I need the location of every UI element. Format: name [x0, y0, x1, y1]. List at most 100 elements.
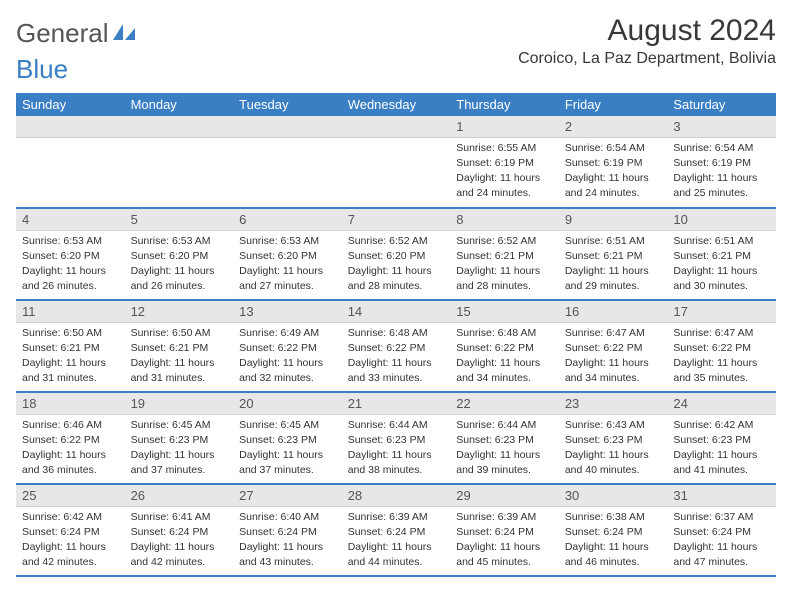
calendar-day-cell: 14Sunrise: 6:48 AMSunset: 6:22 PMDayligh…: [342, 300, 451, 392]
day-number: 15: [450, 301, 559, 323]
day-details: Sunrise: 6:38 AMSunset: 6:24 PMDaylight:…: [559, 507, 668, 572]
daylight-line: Daylight: 11 hours and 30 minutes.: [673, 264, 770, 292]
day-number: 30: [559, 485, 668, 507]
day-number: 11: [16, 301, 125, 323]
sunset-line: Sunset: 6:21 PM: [131, 341, 228, 355]
sunset-line: Sunset: 6:22 PM: [239, 341, 336, 355]
calendar-day-cell: 10Sunrise: 6:51 AMSunset: 6:21 PMDayligh…: [667, 208, 776, 300]
sunset-line: Sunset: 6:24 PM: [565, 525, 662, 539]
sunset-line: Sunset: 6:21 PM: [673, 249, 770, 263]
calendar-week-row: 1Sunrise: 6:55 AMSunset: 6:19 PMDaylight…: [16, 116, 776, 208]
day-details: Sunrise: 6:47 AMSunset: 6:22 PMDaylight:…: [559, 323, 668, 388]
daylight-line: Daylight: 11 hours and 47 minutes.: [673, 540, 770, 568]
daylight-line: Daylight: 11 hours and 26 minutes.: [22, 264, 119, 292]
calendar-day-cell: 4Sunrise: 6:53 AMSunset: 6:20 PMDaylight…: [16, 208, 125, 300]
sunset-line: Sunset: 6:23 PM: [239, 433, 336, 447]
calendar-week-row: 4Sunrise: 6:53 AMSunset: 6:20 PMDaylight…: [16, 208, 776, 300]
sunset-line: Sunset: 6:20 PM: [348, 249, 445, 263]
day-number: 20: [233, 393, 342, 415]
sunset-line: Sunset: 6:22 PM: [348, 341, 445, 355]
sunrise-line: Sunrise: 6:50 AM: [131, 326, 228, 340]
title-block: August 2024 Coroico, La Paz Department, …: [518, 14, 776, 68]
sunset-line: Sunset: 6:19 PM: [673, 156, 770, 170]
sunset-line: Sunset: 6:20 PM: [239, 249, 336, 263]
sunrise-line: Sunrise: 6:53 AM: [239, 234, 336, 248]
col-saturday: Saturday: [667, 93, 776, 116]
day-details: Sunrise: 6:48 AMSunset: 6:22 PMDaylight:…: [342, 323, 451, 388]
day-details: Sunrise: 6:49 AMSunset: 6:22 PMDaylight:…: [233, 323, 342, 388]
day-details: Sunrise: 6:45 AMSunset: 6:23 PMDaylight:…: [233, 415, 342, 480]
calendar-day-cell: 23Sunrise: 6:43 AMSunset: 6:23 PMDayligh…: [559, 392, 668, 484]
sunrise-line: Sunrise: 6:40 AM: [239, 510, 336, 524]
sunrise-line: Sunrise: 6:42 AM: [673, 418, 770, 432]
day-number: 16: [559, 301, 668, 323]
page-subtitle: Coroico, La Paz Department, Bolivia: [518, 50, 776, 68]
sunset-line: Sunset: 6:19 PM: [456, 156, 553, 170]
sunset-line: Sunset: 6:24 PM: [673, 525, 770, 539]
daylight-line: Daylight: 11 hours and 43 minutes.: [239, 540, 336, 568]
calendar-day-cell: 11Sunrise: 6:50 AMSunset: 6:21 PMDayligh…: [16, 300, 125, 392]
daylight-line: Daylight: 11 hours and 42 minutes.: [22, 540, 119, 568]
sunset-line: Sunset: 6:22 PM: [456, 341, 553, 355]
day-number: 21: [342, 393, 451, 415]
calendar-day-cell: 18Sunrise: 6:46 AMSunset: 6:22 PMDayligh…: [16, 392, 125, 484]
calendar-header-row: Sunday Monday Tuesday Wednesday Thursday…: [16, 93, 776, 116]
day-details: Sunrise: 6:40 AMSunset: 6:24 PMDaylight:…: [233, 507, 342, 572]
calendar-day-cell: 30Sunrise: 6:38 AMSunset: 6:24 PMDayligh…: [559, 484, 668, 576]
daylight-line: Daylight: 11 hours and 38 minutes.: [348, 448, 445, 476]
calendar-day-cell: 16Sunrise: 6:47 AMSunset: 6:22 PMDayligh…: [559, 300, 668, 392]
logo: General: [16, 14, 137, 49]
sunset-line: Sunset: 6:19 PM: [565, 156, 662, 170]
sunset-line: Sunset: 6:21 PM: [22, 341, 119, 355]
sunrise-line: Sunrise: 6:45 AM: [239, 418, 336, 432]
day-number: 5: [125, 209, 234, 231]
day-number: 19: [125, 393, 234, 415]
calendar-day-cell: 27Sunrise: 6:40 AMSunset: 6:24 PMDayligh…: [233, 484, 342, 576]
sunset-line: Sunset: 6:22 PM: [565, 341, 662, 355]
daylight-line: Daylight: 11 hours and 34 minutes.: [456, 356, 553, 384]
day-details: Sunrise: 6:48 AMSunset: 6:22 PMDaylight:…: [450, 323, 559, 388]
col-monday: Monday: [125, 93, 234, 116]
day-number: 10: [667, 209, 776, 231]
sunrise-line: Sunrise: 6:39 AM: [456, 510, 553, 524]
day-details: Sunrise: 6:44 AMSunset: 6:23 PMDaylight:…: [450, 415, 559, 480]
sunrise-line: Sunrise: 6:43 AM: [565, 418, 662, 432]
calendar-day-cell: [342, 116, 451, 208]
daylight-line: Daylight: 11 hours and 25 minutes.: [673, 171, 770, 199]
sunrise-line: Sunrise: 6:45 AM: [131, 418, 228, 432]
day-number-empty: [125, 116, 234, 138]
daylight-line: Daylight: 11 hours and 28 minutes.: [456, 264, 553, 292]
day-details: Sunrise: 6:52 AMSunset: 6:20 PMDaylight:…: [342, 231, 451, 296]
day-number: 26: [125, 485, 234, 507]
day-details: Sunrise: 6:44 AMSunset: 6:23 PMDaylight:…: [342, 415, 451, 480]
day-number: 12: [125, 301, 234, 323]
sunrise-line: Sunrise: 6:55 AM: [456, 141, 553, 155]
daylight-line: Daylight: 11 hours and 32 minutes.: [239, 356, 336, 384]
col-tuesday: Tuesday: [233, 93, 342, 116]
sunrise-line: Sunrise: 6:50 AM: [22, 326, 119, 340]
daylight-line: Daylight: 11 hours and 33 minutes.: [348, 356, 445, 384]
day-number: 22: [450, 393, 559, 415]
day-number: 27: [233, 485, 342, 507]
day-number: 6: [233, 209, 342, 231]
sunrise-line: Sunrise: 6:53 AM: [131, 234, 228, 248]
daylight-line: Daylight: 11 hours and 37 minutes.: [239, 448, 336, 476]
sunset-line: Sunset: 6:23 PM: [456, 433, 553, 447]
day-number: 7: [342, 209, 451, 231]
day-number: 17: [667, 301, 776, 323]
calendar-day-cell: 31Sunrise: 6:37 AMSunset: 6:24 PMDayligh…: [667, 484, 776, 576]
day-details: Sunrise: 6:50 AMSunset: 6:21 PMDaylight:…: [16, 323, 125, 388]
sunrise-line: Sunrise: 6:37 AM: [673, 510, 770, 524]
calendar-day-cell: [16, 116, 125, 208]
day-details: Sunrise: 6:52 AMSunset: 6:21 PMDaylight:…: [450, 231, 559, 296]
calendar-day-cell: 3Sunrise: 6:54 AMSunset: 6:19 PMDaylight…: [667, 116, 776, 208]
sunrise-line: Sunrise: 6:48 AM: [348, 326, 445, 340]
sunset-line: Sunset: 6:22 PM: [22, 433, 119, 447]
daylight-line: Daylight: 11 hours and 45 minutes.: [456, 540, 553, 568]
sunrise-line: Sunrise: 6:54 AM: [673, 141, 770, 155]
calendar-day-cell: 20Sunrise: 6:45 AMSunset: 6:23 PMDayligh…: [233, 392, 342, 484]
logo-text-1: General: [16, 18, 109, 49]
calendar-day-cell: 13Sunrise: 6:49 AMSunset: 6:22 PMDayligh…: [233, 300, 342, 392]
day-number: 23: [559, 393, 668, 415]
sunset-line: Sunset: 6:24 PM: [22, 525, 119, 539]
